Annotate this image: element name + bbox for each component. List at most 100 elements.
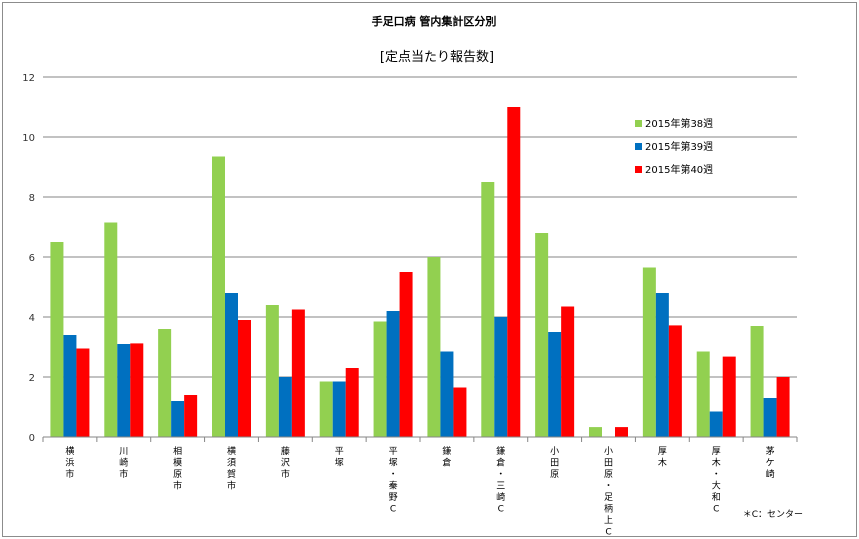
x-tick-label: 上: [604, 515, 613, 526]
x-tick-label: 沢: [281, 457, 290, 469]
x-tick-label: 市: [227, 480, 236, 492]
bar: [561, 306, 575, 437]
x-axis: [42, 436, 798, 442]
bar: [668, 325, 682, 437]
x-tick-label: ケ: [766, 458, 775, 469]
bar: [399, 272, 413, 437]
y-tick-label: 6: [29, 253, 35, 264]
x-tick-label: 塚: [389, 458, 398, 469]
bar: [184, 395, 198, 437]
bar: [440, 351, 454, 437]
x-tick-label: 倉: [442, 457, 451, 469]
x-tick-label: 和: [712, 492, 721, 503]
legend-label: 2015年第38週: [645, 117, 713, 130]
x-tick-label: 厚: [658, 446, 667, 457]
bar: [130, 343, 144, 437]
x-tick-label: 厚: [712, 446, 721, 457]
y-tick-label: 0: [29, 433, 35, 444]
bar: [481, 182, 495, 437]
bar: [373, 321, 387, 437]
bar: [265, 305, 279, 437]
bar: [171, 401, 185, 437]
x-tick-label: 原: [604, 469, 613, 480]
x-tick-label: ・: [496, 470, 505, 480]
x-tick-label: 秦: [389, 480, 398, 492]
bar: [507, 107, 521, 437]
x-tick-label: 浜: [65, 458, 74, 469]
bar: [238, 320, 251, 437]
x-tick-label: 市: [281, 468, 290, 480]
x-tick-label: 小: [550, 446, 559, 457]
footnote: ＊C：センター: [743, 509, 803, 520]
x-tick-label: 横: [227, 445, 236, 457]
y-tick-label: 10: [22, 133, 35, 144]
legend-swatch: [635, 143, 642, 150]
x-tick-label: 柄: [604, 503, 613, 515]
x-tick-label: C: [713, 505, 719, 515]
x-tick-label: C: [605, 528, 611, 537]
x-tick-label: 三: [496, 482, 505, 492]
bar: [117, 344, 131, 437]
bar: [212, 156, 225, 437]
x-tick-label: 小: [604, 446, 613, 457]
bar: [494, 317, 508, 437]
legend-label: 2015年第40週: [645, 163, 713, 176]
y-tick-label: 8: [29, 193, 35, 204]
x-tick-label: 茅: [766, 446, 775, 457]
x-tick-label: 崎: [496, 491, 505, 503]
bar: [63, 335, 77, 437]
bar: [319, 381, 333, 437]
x-tick-label: 鎌: [496, 445, 505, 457]
x-tick-label: 田: [550, 458, 559, 469]
x-tick-label: 倉: [496, 457, 505, 469]
x-tick-label: 木: [658, 457, 667, 469]
bar: [589, 427, 602, 437]
x-tick-label: 塚: [335, 458, 344, 469]
bar: [386, 311, 400, 437]
x-tick-label: 木: [712, 457, 721, 469]
bar: [345, 368, 359, 437]
x-tick-label: 賀: [227, 468, 236, 480]
x-tick-label: 平: [335, 446, 344, 457]
x-tick-label: 田: [604, 458, 613, 469]
bar: [225, 293, 238, 437]
bar: [332, 381, 346, 437]
chart-subtitle: [定点当たり報告数]: [380, 50, 494, 65]
bar: [615, 427, 628, 437]
x-tick-label: 大: [712, 480, 721, 492]
y-tick-label: 12: [22, 73, 35, 84]
x-tick-label: C: [498, 505, 504, 515]
y-tick-label: 2: [29, 373, 35, 384]
x-tick-label: 模: [173, 458, 182, 469]
x-tick-label: 野: [389, 492, 398, 503]
chart-title: 手足口病 管内集計区分別: [372, 14, 497, 28]
x-tick-label: 須: [227, 458, 236, 469]
y-tick-label: 4: [29, 313, 35, 324]
x-tick-label: 原: [550, 469, 559, 480]
bars: [50, 107, 790, 437]
legend-swatch: [635, 120, 642, 127]
x-tick-label: 足: [604, 492, 613, 503]
x-tick-label: 相: [173, 445, 182, 457]
legend-swatch: [635, 166, 642, 173]
x-tick-label: 藤: [281, 445, 290, 457]
bar: [763, 398, 777, 437]
bar: [548, 332, 562, 437]
x-tick-label: 市: [65, 468, 74, 480]
bar: [158, 329, 172, 437]
x-tick-label: C: [390, 505, 396, 515]
x-tick-label: 川: [119, 447, 128, 457]
bar: [776, 377, 790, 437]
bar: [535, 233, 549, 437]
y-axis-ticks: 0 2 4 6 8 10 12: [22, 73, 35, 444]
bar: [76, 348, 90, 437]
bar: [722, 356, 736, 437]
x-tick-label: ・: [389, 470, 398, 480]
bar: [750, 326, 764, 437]
x-tick-label: 鎌: [442, 445, 451, 457]
bar: [278, 377, 292, 437]
bar: [655, 293, 669, 437]
x-tick-label: 原: [173, 469, 182, 480]
